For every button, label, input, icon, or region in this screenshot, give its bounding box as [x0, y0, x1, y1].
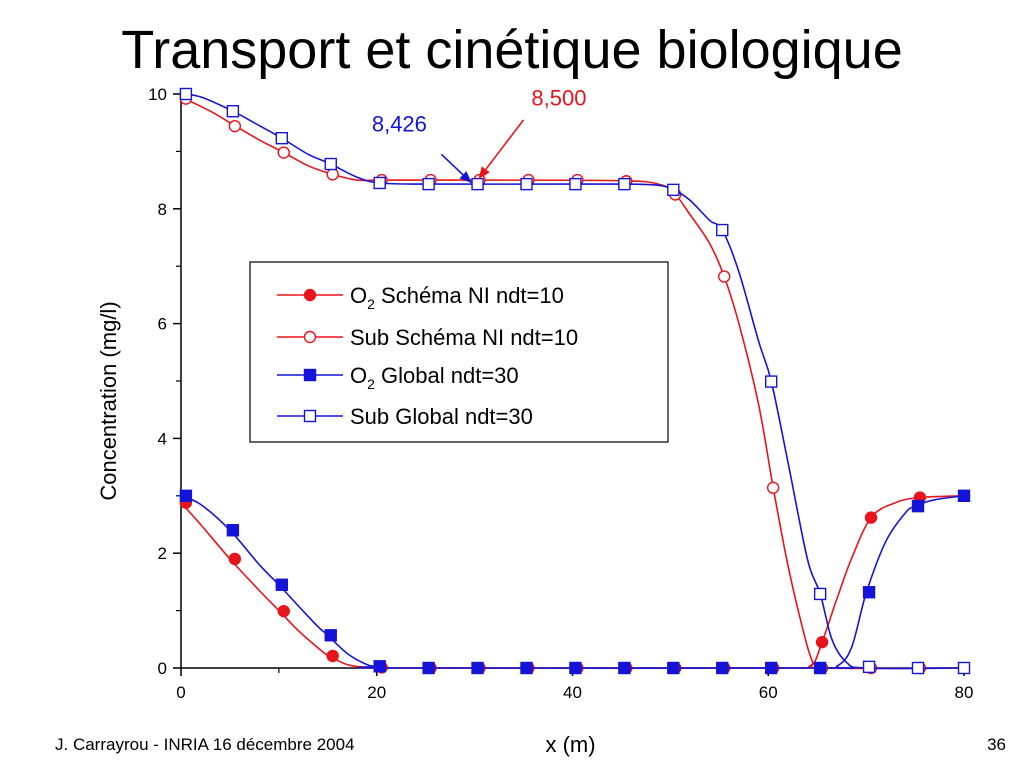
annotation-label: 8,426: [372, 111, 427, 136]
arrow-head: [478, 166, 490, 179]
data-point: [764, 375, 778, 388]
data-point: [373, 660, 386, 673]
data-point: [275, 578, 289, 591]
data-point: [471, 177, 484, 191]
annotation-1: 8,500: [477, 85, 586, 180]
slide-number: 36: [987, 735, 1006, 754]
y-tick-label: 4: [158, 429, 167, 448]
legend-label: Sub Schéma NI ndt=10: [350, 325, 578, 350]
x-tick-label: 60: [759, 683, 778, 702]
y-tick-label: 0: [158, 659, 167, 678]
data-point: [815, 635, 829, 649]
legend-entry: Sub Global ndt=30: [277, 404, 533, 429]
annotation-layer: 8,426 8,500: [372, 85, 586, 184]
data-point: [618, 177, 631, 191]
legend-marker: [303, 368, 317, 382]
data-point: [277, 146, 290, 159]
series-0: [179, 489, 971, 675]
y-tick-label: 6: [158, 315, 167, 334]
axes: 0 20 40 60 80 0 2 4 6 8 10 x (m) Concentration (mg/l…: [96, 85, 973, 757]
legend-label: O2 Global ndt=30: [350, 363, 519, 392]
data-point: [179, 87, 193, 101]
arrow-head: [459, 171, 472, 183]
data-point: [957, 661, 971, 675]
data-point: [179, 489, 193, 502]
legend-marker: [303, 409, 317, 423]
x-tick-label: 40: [563, 683, 582, 702]
x-tick-label: 0: [176, 683, 185, 702]
legend-entry: O2 Schéma NI ndt=10: [277, 283, 564, 312]
slide-title: Transport et cinétique biologique: [121, 20, 903, 80]
data-point: [618, 661, 631, 675]
data-point: [228, 552, 242, 566]
data-point: [326, 649, 339, 663]
legend: O2 Schéma NI ndt=10 Sub Schéma NI ndt=10 O…: [249, 261, 669, 443]
data-point: [813, 587, 827, 601]
data-point: [766, 481, 780, 494]
y-tick-label: 8: [158, 200, 167, 219]
data-point: [373, 176, 386, 190]
data-point: [226, 524, 240, 537]
data-point: [277, 604, 290, 618]
annotation-0: 8,426: [372, 111, 473, 184]
data-point: [667, 661, 680, 675]
y-tick-label: 2: [158, 544, 167, 563]
data-point: [324, 629, 337, 642]
legend-label: O2 Schéma NI ndt=10: [350, 283, 564, 312]
series-2: [179, 489, 971, 675]
annotation-arrow: [477, 119, 525, 180]
data-point: [422, 661, 435, 675]
series-line: [180, 495, 965, 670]
series-3: [179, 87, 971, 675]
x-tick-label: 80: [955, 683, 974, 702]
data-point: [862, 586, 876, 599]
data-point: [569, 661, 582, 675]
legend-label: Sub Global ndt=30: [350, 404, 533, 429]
legend-box: [249, 261, 669, 443]
data-point: [813, 661, 827, 675]
data-point: [228, 119, 242, 133]
data-point: [716, 661, 729, 675]
data-point: [326, 168, 339, 181]
data-point: [569, 177, 582, 191]
data-point: [275, 131, 289, 145]
data-point: [911, 661, 925, 675]
data-point: [422, 177, 435, 191]
legend-marker: [303, 330, 317, 344]
footer-text: J. Carrayrou - INRIA 16 décembre 2004: [55, 735, 355, 754]
data-point: [471, 661, 484, 675]
annotation-label: 8,500: [531, 85, 586, 110]
data-point: [324, 157, 337, 171]
y-tick-label: 10: [148, 85, 167, 104]
data-point: [864, 511, 878, 524]
data-point: [520, 661, 533, 675]
legend-entry: O2 Global ndt=30: [277, 363, 519, 392]
data-point: [226, 105, 240, 118]
legend-entry: Sub Schéma NI ndt=10: [277, 325, 578, 350]
data-point: [667, 183, 680, 197]
data-point: [862, 660, 876, 674]
y-axis-title: Concentration (mg/l): [96, 301, 121, 500]
x-axis-title: x (m): [545, 732, 595, 757]
data-point: [520, 177, 533, 191]
data-point: [911, 499, 925, 513]
data-point: [764, 661, 778, 675]
data-point: [718, 270, 731, 283]
legend-marker: [303, 288, 317, 302]
data-point: [957, 489, 971, 502]
series-line: [180, 495, 965, 670]
data-point: [716, 223, 729, 237]
series-layer: [179, 87, 971, 675]
x-tick-label: 20: [367, 683, 386, 702]
